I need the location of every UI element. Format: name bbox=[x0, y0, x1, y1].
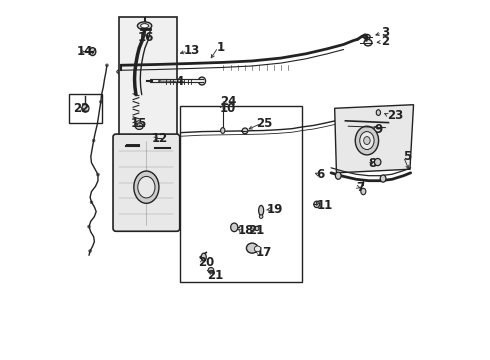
Text: 10: 10 bbox=[220, 102, 236, 115]
Text: 19: 19 bbox=[267, 203, 283, 216]
Ellipse shape bbox=[246, 243, 258, 253]
Ellipse shape bbox=[198, 77, 205, 85]
Ellipse shape bbox=[97, 173, 99, 176]
Ellipse shape bbox=[255, 226, 259, 230]
Text: 1: 1 bbox=[216, 41, 224, 54]
Ellipse shape bbox=[134, 171, 159, 203]
Text: 9: 9 bbox=[374, 123, 382, 136]
Text: 25: 25 bbox=[256, 117, 272, 130]
Ellipse shape bbox=[89, 48, 96, 55]
Ellipse shape bbox=[364, 136, 370, 144]
Text: 17: 17 bbox=[256, 246, 272, 259]
Ellipse shape bbox=[364, 35, 370, 40]
Ellipse shape bbox=[89, 249, 92, 252]
Ellipse shape bbox=[364, 40, 372, 46]
Text: 16: 16 bbox=[137, 31, 154, 44]
Ellipse shape bbox=[157, 135, 162, 140]
Ellipse shape bbox=[220, 128, 225, 134]
Text: 11: 11 bbox=[317, 199, 333, 212]
Text: 14: 14 bbox=[76, 45, 93, 58]
Ellipse shape bbox=[141, 24, 148, 28]
Ellipse shape bbox=[314, 201, 319, 208]
Text: 21: 21 bbox=[207, 269, 223, 282]
Text: 2: 2 bbox=[381, 35, 390, 49]
Text: 5: 5 bbox=[403, 150, 411, 163]
Ellipse shape bbox=[148, 76, 155, 86]
Text: 4: 4 bbox=[175, 75, 183, 88]
Ellipse shape bbox=[137, 22, 152, 30]
Ellipse shape bbox=[376, 110, 381, 116]
Text: 12: 12 bbox=[152, 132, 168, 145]
Ellipse shape bbox=[231, 223, 238, 231]
Ellipse shape bbox=[92, 139, 95, 142]
Ellipse shape bbox=[380, 175, 386, 182]
Ellipse shape bbox=[90, 201, 93, 204]
Ellipse shape bbox=[355, 126, 379, 155]
Text: 21: 21 bbox=[248, 224, 265, 237]
Ellipse shape bbox=[135, 123, 143, 130]
Bar bbox=[180, 107, 302, 282]
Ellipse shape bbox=[99, 100, 102, 103]
Text: 7: 7 bbox=[356, 181, 364, 194]
Ellipse shape bbox=[88, 225, 91, 228]
Ellipse shape bbox=[201, 253, 206, 261]
Text: 23: 23 bbox=[387, 109, 403, 122]
Ellipse shape bbox=[117, 69, 126, 74]
Ellipse shape bbox=[254, 246, 261, 252]
Ellipse shape bbox=[242, 128, 248, 134]
Text: 13: 13 bbox=[184, 44, 200, 57]
Ellipse shape bbox=[138, 176, 155, 198]
Ellipse shape bbox=[105, 64, 108, 67]
Text: 6: 6 bbox=[317, 168, 325, 181]
Ellipse shape bbox=[360, 132, 374, 149]
Text: 8: 8 bbox=[368, 157, 377, 170]
Text: 22: 22 bbox=[74, 103, 90, 116]
Ellipse shape bbox=[208, 267, 214, 273]
Text: 24: 24 bbox=[220, 95, 236, 108]
Bar bbox=[119, 17, 177, 141]
Bar bbox=[69, 94, 101, 123]
Ellipse shape bbox=[361, 188, 366, 195]
Ellipse shape bbox=[259, 215, 263, 219]
Text: 18: 18 bbox=[238, 224, 254, 238]
Text: 15: 15 bbox=[130, 117, 147, 130]
FancyBboxPatch shape bbox=[113, 134, 180, 231]
Ellipse shape bbox=[259, 206, 264, 216]
Ellipse shape bbox=[335, 172, 341, 179]
Ellipse shape bbox=[82, 104, 89, 112]
Text: 20: 20 bbox=[197, 256, 214, 269]
Ellipse shape bbox=[374, 158, 381, 166]
Polygon shape bbox=[335, 105, 414, 173]
Text: 3: 3 bbox=[381, 27, 390, 40]
